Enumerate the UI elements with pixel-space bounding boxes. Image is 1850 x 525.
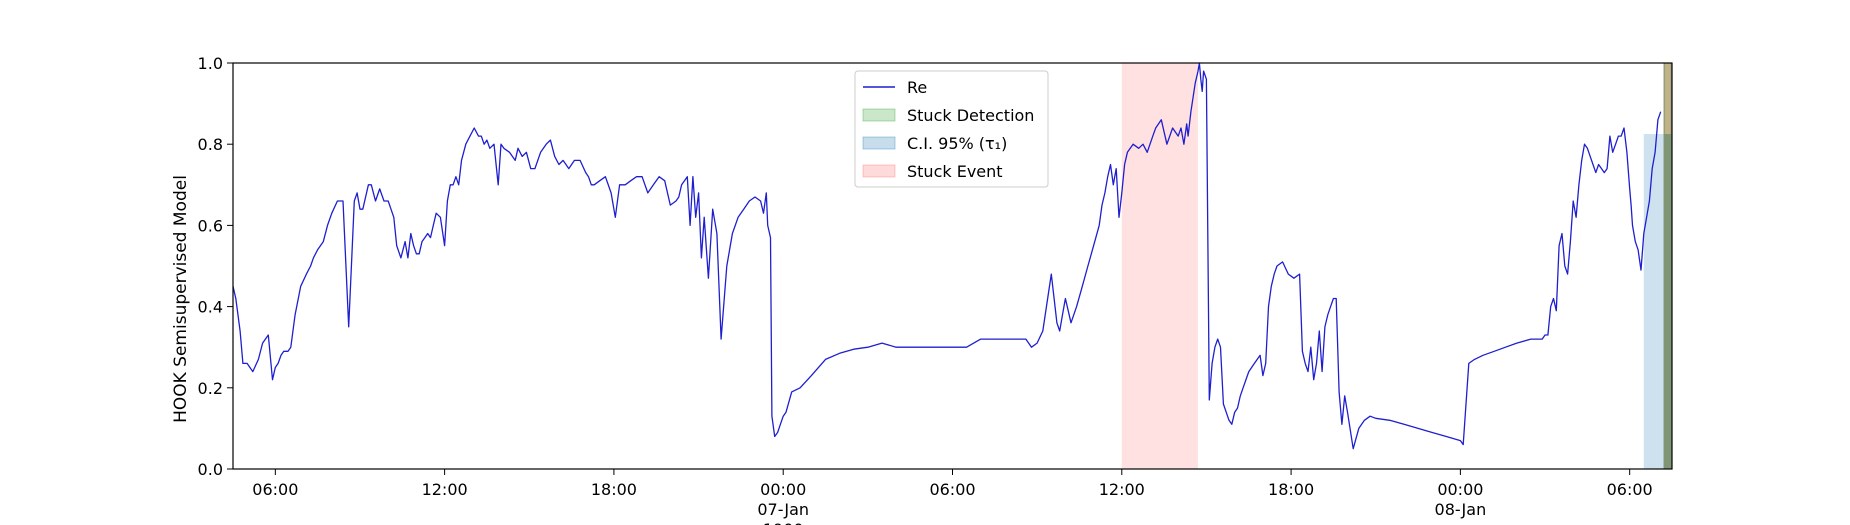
y-tick-label: 1.0 [198, 54, 223, 73]
y-tick-label: 0.8 [198, 135, 223, 154]
y-tick-label: 0.6 [198, 216, 223, 235]
x-tick-label: 06:00 [1607, 480, 1653, 499]
y-tick-label: 0.2 [198, 379, 223, 398]
y-axis-title: HOOK Semisupervised Model [171, 175, 191, 423]
x-tick-label: 00:00 [760, 480, 806, 499]
x-tick-label: 18:00 [591, 480, 637, 499]
x-tick-label: 18:00 [1268, 480, 1314, 499]
stuck-detection-span [1663, 63, 1672, 469]
x-tick-label: 07-Jan [757, 500, 809, 519]
x-tick-label: 00:00 [1437, 480, 1483, 499]
series-layer [232, 62, 1662, 450]
legend-label: Re [907, 78, 927, 97]
x-tick-label: 12:00 [1099, 480, 1145, 499]
legend-label: Stuck Detection [907, 106, 1034, 125]
legend: Re Stuck Detection C.I. 95% (τ₁) Stuck Even… [854, 70, 1049, 188]
x-tick-label: 12:00 [422, 480, 468, 499]
legend-label: C.I. 95% (τ₁) [907, 134, 1007, 153]
x-tick-label: 08-Jan [1435, 500, 1487, 519]
legend-swatch [862, 164, 896, 178]
x-tick-label: 06:00 [929, 480, 975, 499]
legend-swatch [862, 108, 896, 122]
y-tick-label: 0.0 [198, 460, 223, 479]
series-line-re [232, 62, 1662, 450]
legend-label: Stuck Event [907, 162, 1003, 181]
y-ticks: 0.0 0.2 0.4 0.6 0.8 1.0 [198, 54, 233, 479]
x-tick-label: 1900 [763, 520, 804, 525]
x-tick-label: 06:00 [252, 480, 298, 499]
shaded-regions [1121, 63, 1672, 470]
x-ticks: 06:0012:0018:0000:0007-Jan190006:0012:00… [252, 469, 1653, 525]
legend-swatch [862, 136, 896, 150]
stuck-detection-tan-span [1664, 63, 1671, 135]
y-tick-label: 0.4 [198, 298, 223, 317]
legend-box [854, 70, 1049, 188]
